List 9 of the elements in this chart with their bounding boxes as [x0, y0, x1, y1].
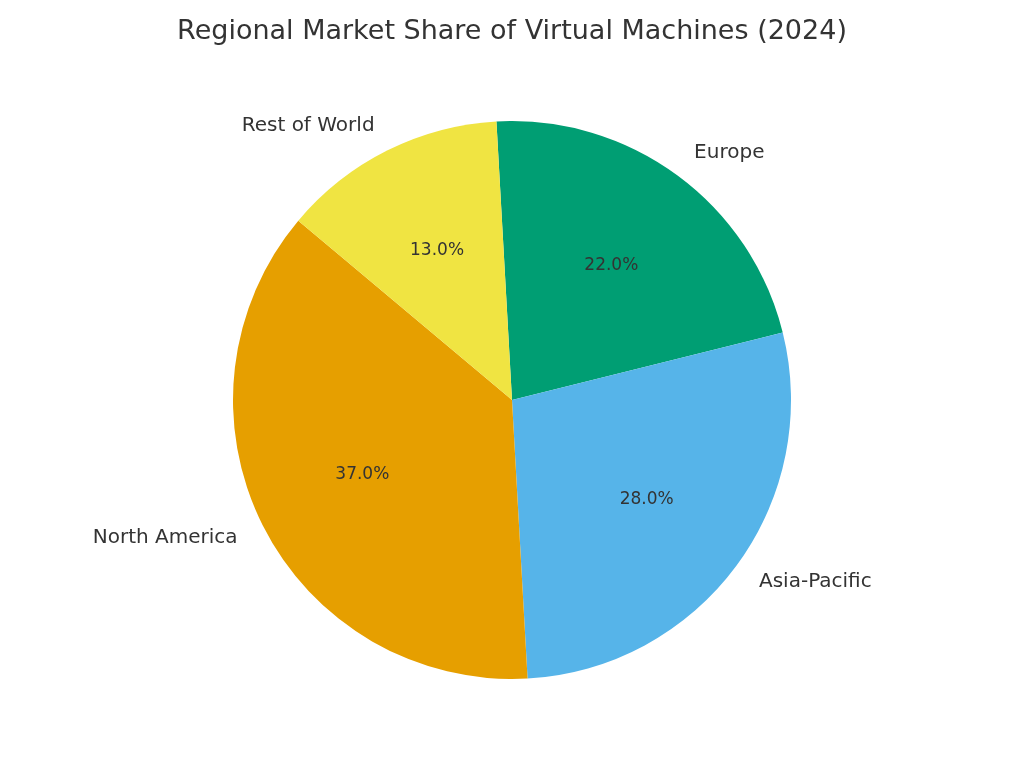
slice-label: Europe — [694, 139, 765, 164]
slice-label: North America — [92, 523, 238, 548]
data-label: 22.0% — [584, 253, 639, 274]
chart-title: Regional Market Share of Virtual Machines (2024) — [177, 14, 847, 46]
data-label: 37.0% — [335, 463, 390, 484]
slice-label: Rest of World — [241, 111, 375, 136]
data-label: 28.0% — [619, 487, 674, 508]
data-label: 13.0% — [410, 238, 465, 259]
slice-label: Asia-Pacific — [759, 568, 872, 593]
